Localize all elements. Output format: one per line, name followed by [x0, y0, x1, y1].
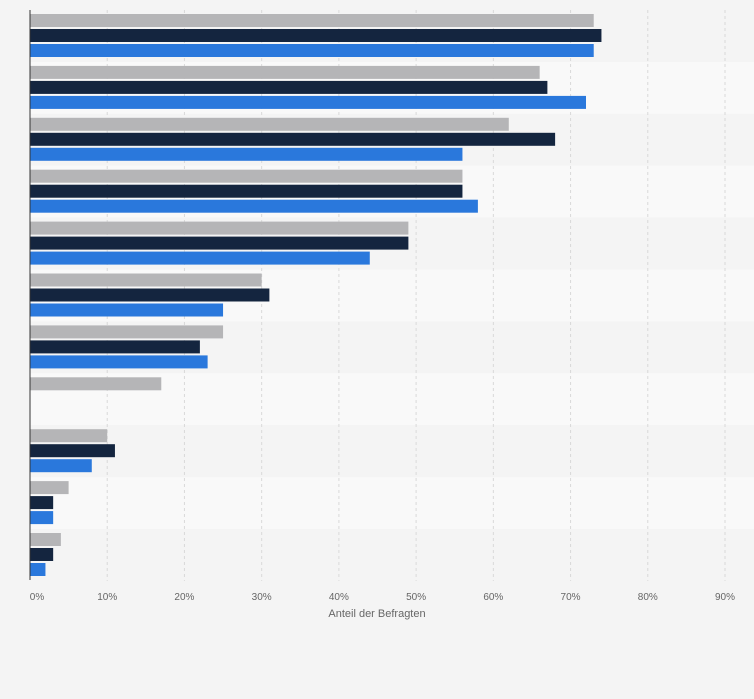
x-tick-label: 70% — [561, 592, 581, 603]
bar — [30, 80, 548, 94]
x-tick-label: 50% — [406, 592, 426, 603]
bar — [30, 117, 509, 131]
x-tick-label: 10% — [97, 592, 117, 603]
bar — [30, 147, 463, 161]
row-band — [30, 529, 754, 581]
x-tick-label: 30% — [252, 592, 272, 603]
bar — [30, 563, 46, 576]
bar — [30, 44, 594, 57]
bar — [30, 199, 478, 213]
bar — [30, 221, 409, 235]
x-tick-label: 60% — [483, 592, 503, 603]
bar — [30, 273, 262, 287]
bar — [30, 444, 115, 458]
bar — [30, 533, 61, 546]
bar — [30, 377, 162, 391]
x-tick-label: 20% — [174, 592, 194, 603]
bar — [30, 459, 92, 473]
x-tick-label: 40% — [329, 592, 349, 603]
bars — [30, 14, 602, 576]
bar — [30, 511, 54, 525]
bar — [30, 355, 208, 369]
bar — [30, 481, 69, 495]
bar — [30, 184, 463, 198]
bar — [30, 132, 556, 146]
bar — [30, 65, 540, 79]
x-tick-label: 0% — [30, 592, 45, 603]
bar — [30, 29, 602, 42]
bar — [30, 288, 270, 302]
bar — [30, 303, 224, 317]
bar — [30, 548, 54, 561]
gridlines — [106, 10, 726, 581]
bar — [30, 95, 586, 109]
bar — [30, 251, 370, 265]
bar — [30, 496, 54, 510]
bar — [30, 325, 224, 339]
bar — [30, 340, 200, 354]
bar — [30, 14, 594, 27]
bar — [30, 429, 108, 443]
x-tick-label: 90% — [715, 592, 735, 603]
bar — [30, 236, 409, 250]
row-band — [30, 477, 754, 529]
x-axis-title: Anteil der Befragten — [328, 608, 425, 620]
bar — [30, 169, 463, 183]
x-tick-labels: 0% 10% 20% 30% 40% 50% 60% 70% 80% 90% — [30, 592, 735, 603]
row-band — [30, 425, 754, 478]
x-tick-label: 80% — [638, 592, 658, 603]
